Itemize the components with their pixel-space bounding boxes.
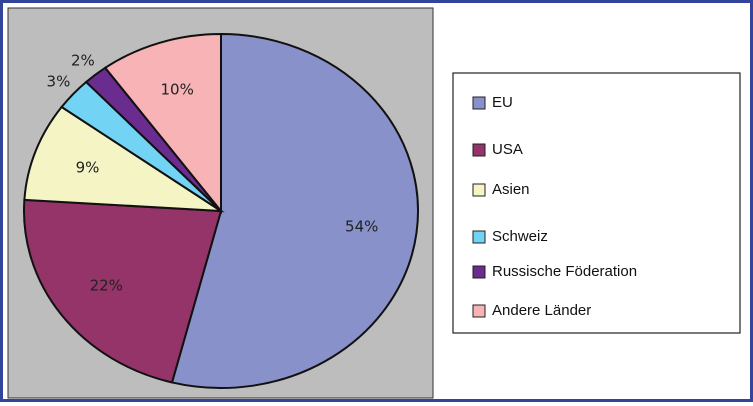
pie-slice	[23, 198, 223, 384]
legend-swatch	[472, 143, 486, 157]
legend-label: Russische Föderation	[492, 263, 637, 280]
legend-label: USA	[492, 141, 523, 158]
legend-swatch	[472, 96, 486, 110]
slice-label: 54%	[345, 217, 378, 235]
pie-slice	[170, 32, 419, 389]
legend-label: Andere Länder	[492, 302, 591, 319]
pie-slice	[23, 105, 225, 213]
slice-label: 3%	[47, 73, 71, 91]
legend-swatch	[472, 304, 486, 318]
legend-swatch	[472, 265, 486, 279]
pie-slice	[103, 32, 222, 214]
slice-label: 2%	[71, 51, 95, 69]
legend-swatch	[472, 230, 486, 244]
legend-swatch	[472, 183, 486, 197]
slice-label: 10%	[160, 80, 193, 98]
legend-label: Schweiz	[492, 228, 548, 245]
legend-label: Asien	[492, 181, 530, 198]
slice-label: 22%	[90, 276, 123, 294]
slice-label: 9%	[76, 158, 100, 176]
legend-label: EU	[492, 94, 513, 111]
legend	[452, 72, 741, 334]
